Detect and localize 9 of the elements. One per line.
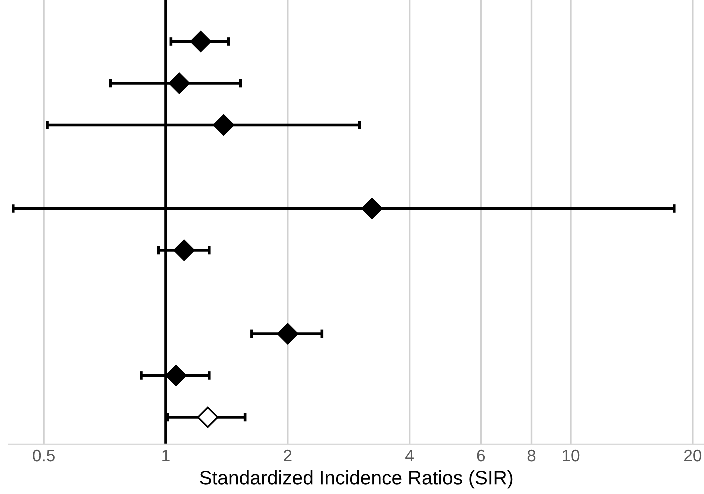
x-tick-label: 1 — [162, 450, 170, 462]
x-tick-label: 20 — [684, 450, 702, 462]
x-tick-label: 0.5 — [33, 450, 55, 462]
x-tick-label: 2 — [284, 450, 292, 462]
x-tick-label: 4 — [406, 450, 414, 462]
x-tick-label: 6 — [477, 450, 486, 462]
x-tick-label: 8 — [528, 450, 536, 462]
x-tick-label: 10 — [563, 450, 580, 462]
x-axis-title: Standardized Incidence Ratios (SIR) — [200, 470, 513, 489]
